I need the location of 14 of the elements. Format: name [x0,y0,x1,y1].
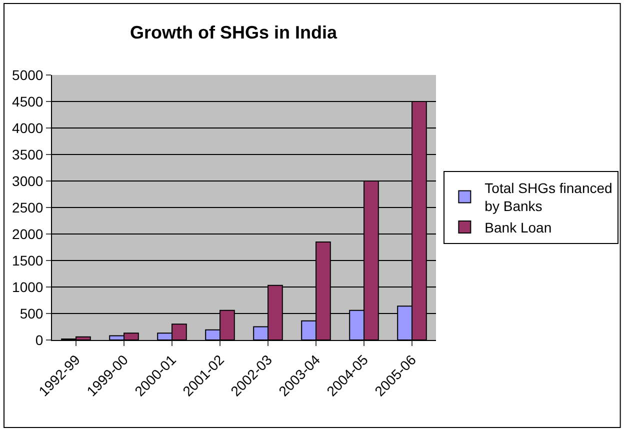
legend-label: Bank Loan [484,219,552,236]
y-tick-label: 3500 [12,146,44,162]
y-tick-label: 0 [35,332,44,348]
legend-label: Total SHGs financed by Banks [484,180,612,214]
y-tick-label: 4000 [12,120,44,136]
y-tick-label: 3000 [12,172,44,189]
y-tick-label: 5000 [12,66,44,83]
chart-title: Growth of SHGs in India [130,22,338,42]
y-tick-label: 2500 [12,199,44,216]
y-tick-label: 500 [20,305,44,322]
y-tick-label: 1500 [12,252,44,268]
y-tick-label: 1000 [12,278,44,295]
y-tick-label: 4500 [12,93,44,110]
y-tick-label: 2000 [12,226,44,242]
